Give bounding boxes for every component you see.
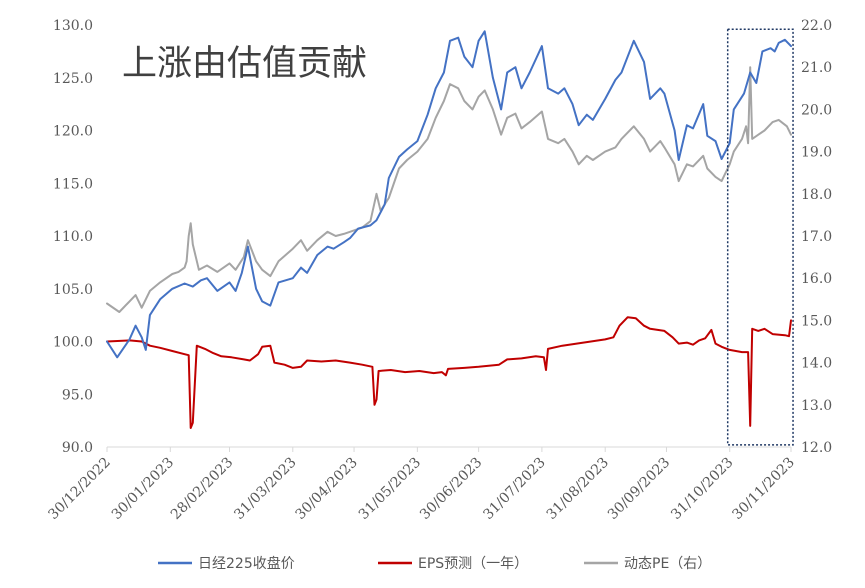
x-tick-label: 30/06/2023 (417, 455, 485, 523)
x-tick-label: 31/08/2023 (544, 455, 612, 523)
y-right-tick-label: 17.0 (801, 229, 832, 245)
y-left-tick-label: 100.0 (53, 335, 93, 351)
x-tick-label: 28/02/2023 (168, 455, 236, 523)
y-right-tick-label: 21.0 (801, 60, 832, 76)
y-right-tick-label: 18.0 (801, 187, 832, 203)
series-line-2 (106, 66, 792, 313)
x-axis-ticks: 30/12/202230/01/202328/02/202331/03/2023… (45, 447, 798, 523)
y-left-tick-label: 125.0 (53, 71, 93, 87)
x-tick-label: 30/11/2023 (729, 455, 797, 523)
y-right-tick-label: 22.0 (801, 18, 832, 34)
y-left-tick-label: 110.0 (53, 229, 93, 245)
y-left-tick-label: 90.0 (62, 440, 93, 456)
y-right-tick-label: 13.0 (801, 398, 832, 414)
x-tick-label: 30/09/2023 (605, 455, 673, 523)
y-axis-left-ticks: 90.0 95.0 100.0 105.0 110.0 115.0 120.0 125.0 13… (53, 18, 93, 456)
y-left-tick-label: 95.0 (62, 387, 93, 403)
legend: 日经225收盘价 EPS预测（一年） 动态PE（右） (158, 555, 711, 572)
x-tick-label: 31/05/2023 (356, 455, 424, 523)
x-tick-label: 30/01/2023 (109, 455, 177, 523)
highlight-box (726, 28, 794, 446)
chart-annotation: 上涨由估值贡献 (122, 44, 367, 84)
legend-label-2: 动态PE（右） (624, 556, 711, 572)
y-right-tick-label: 20.0 (801, 102, 832, 118)
y-right-tick-label: 15.0 (801, 313, 832, 329)
series-lines (106, 30, 792, 429)
x-tick-label: 31/03/2023 (231, 455, 299, 523)
x-tick-label: 31/07/2023 (480, 455, 548, 523)
y-right-tick-label: 14.0 (801, 356, 832, 372)
x-tick-label: 31/10/2023 (668, 455, 736, 523)
x-tick-label: 30/12/2022 (45, 455, 113, 523)
y-axis-right-ticks: 12.0 13.0 14.0 15.0 16.0 17.0 18.0 19.0 20.0 21.0… (801, 18, 832, 456)
y-right-tick-label: 19.0 (801, 145, 832, 161)
series-line-0 (106, 30, 792, 359)
y-left-tick-label: 120.0 (53, 124, 93, 140)
y-left-tick-label: 105.0 (53, 282, 93, 298)
legend-label-0: 日经225收盘价 (198, 555, 295, 572)
y-right-tick-label: 16.0 (801, 271, 832, 287)
y-left-tick-label: 130.0 (53, 18, 93, 34)
legend-label-1: EPS预测（一年） (418, 556, 528, 572)
x-tick-label: 30/04/2023 (293, 455, 361, 523)
y-left-tick-label: 115.0 (53, 176, 93, 192)
series-line-1 (106, 316, 792, 429)
y-right-tick-label: 12.0 (801, 440, 832, 456)
